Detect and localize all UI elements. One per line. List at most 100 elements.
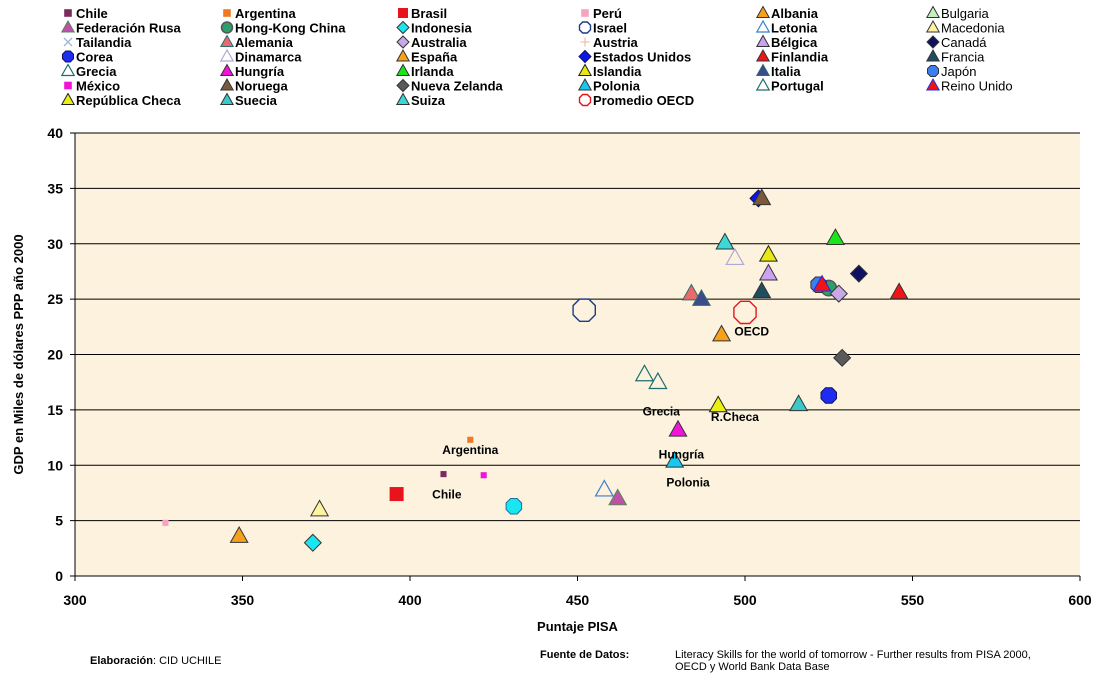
point-mexico [480, 472, 487, 479]
legend-item-japon: Japón [927, 64, 976, 79]
point-federacion-rusa [608, 488, 628, 506]
legend-label: Australia [411, 35, 467, 50]
legend-marker [395, 48, 411, 62]
source-label: Fuente de Datos: [540, 649, 630, 661]
point-promedio-oecd [733, 300, 757, 325]
legend-label: España [411, 50, 458, 65]
legend-item-corea: Corea [62, 50, 114, 65]
legend-label: Austria [593, 35, 639, 50]
credit-note: Elaboración: CID UCHILE [90, 655, 221, 667]
legend-item-austria: Austria [580, 35, 639, 50]
legend-label: Japón [941, 64, 976, 79]
legend-label: Promedio OECD [593, 93, 694, 108]
y-tick-label: 20 [47, 347, 63, 363]
legend-label: Macedonia [941, 21, 1005, 36]
y-axis-label: GDP en Miles de dólares PPP año 2000 [11, 234, 26, 474]
legend-label: Suecia [235, 93, 278, 108]
data-points [162, 188, 909, 552]
legend-label: Noruega [235, 79, 289, 94]
legend-item-albania: Albania [755, 5, 819, 21]
legend-label: Hong-Kong China [235, 21, 346, 36]
legend-item-letonia: Letonia [755, 19, 818, 36]
legend-marker [925, 19, 941, 33]
legend-marker [63, 37, 73, 47]
legend-label: México [76, 79, 120, 94]
y-tick-label: 0 [55, 568, 63, 584]
legend-item-hong-kong-china: Hong-Kong China [220, 21, 346, 36]
legend-item-suecia: Suecia [219, 92, 278, 108]
legend-item-bulgaria: Bulgaria [925, 5, 989, 21]
legend-marker [395, 92, 411, 105]
x-axis-label: Puntaje PISA [537, 619, 619, 634]
point-macedonia [310, 499, 330, 517]
source-line-1: Literacy Skills for the world of tomorro… [675, 649, 1031, 661]
legend-marker [64, 9, 72, 17]
legend-item-peru: Perú [581, 6, 622, 21]
legend-marker [396, 78, 410, 93]
legend-item-islandia: Islandia [577, 63, 642, 79]
credit-label: Elaboración [90, 655, 153, 667]
point-noruega [752, 188, 772, 206]
legend-marker [755, 48, 771, 62]
legend-item-republica-checa: República Checa [60, 92, 182, 108]
point-albania [229, 526, 249, 543]
legend-marker [755, 34, 771, 47]
y-tick-label: 15 [47, 402, 63, 418]
legend-marker [755, 63, 771, 76]
legend-marker [927, 65, 939, 77]
legend-label: Bélgica [771, 35, 818, 50]
point-argentina [467, 436, 474, 443]
legend-item-finlandia: Finlandia [755, 48, 829, 65]
legend-marker [219, 63, 235, 76]
legend-item-canada: Canadá [926, 35, 987, 50]
legend-label: Portugal [771, 79, 824, 94]
legend-marker [396, 35, 410, 49]
legend-marker [219, 92, 235, 105]
legend-label: Dinamarca [235, 50, 302, 65]
legend-label: Canadá [941, 35, 987, 50]
point-alemania [681, 283, 701, 301]
legend-marker [581, 9, 589, 17]
legend-marker [577, 77, 593, 91]
legend-label: Brasil [411, 6, 447, 21]
point-brasil [389, 487, 404, 502]
point-letonia [594, 479, 615, 497]
legend-label: Italia [771, 64, 801, 79]
legend-marker [396, 20, 410, 35]
x-tick-label: 600 [1068, 592, 1092, 608]
annotation-r-checa: R.Checa [711, 410, 759, 424]
point-francia [752, 281, 772, 299]
y-tick-label: 30 [47, 236, 63, 252]
legend-item-suiza: Suiza [395, 92, 446, 108]
x-tick-label: 400 [398, 592, 422, 608]
legend-marker [578, 49, 592, 64]
point-finlandia [889, 282, 909, 300]
legend-label: Islandia [593, 64, 642, 79]
annotation-argentina: Argentina [442, 443, 498, 457]
x-tick-label: 500 [733, 592, 757, 608]
legend-label: Estados Unidos [593, 50, 691, 65]
point-australia [829, 284, 848, 303]
legend-marker [60, 92, 76, 105]
legend-label: Bulgaria [941, 6, 989, 21]
legend-label: Hungría [235, 64, 285, 79]
legend-item-promedio-oecd: Promedio OECD [578, 93, 694, 108]
legend-item-estados-unidos: Estados Unidos [578, 49, 691, 65]
legend-item-italia: Italia [755, 63, 801, 79]
point-dinamarca [725, 247, 745, 266]
y-tick-label: 10 [47, 457, 63, 473]
legend-marker [925, 48, 941, 62]
point-islandia [758, 244, 778, 262]
x-tick-label: 550 [901, 592, 925, 608]
source-note: Fuente de Datos: Literacy Skills for the … [540, 649, 1095, 673]
point-polonia [665, 450, 685, 468]
y-tick-label: 25 [47, 291, 63, 307]
legend-item-argentina: Argentina [223, 6, 296, 21]
legend-marker [925, 5, 941, 18]
legend-label: Grecia [76, 64, 117, 79]
legend-marker [925, 77, 941, 91]
gridlines [75, 132, 1080, 522]
legend-item-macedonia: Macedonia [925, 19, 1005, 36]
legend-label: Corea [76, 50, 114, 65]
